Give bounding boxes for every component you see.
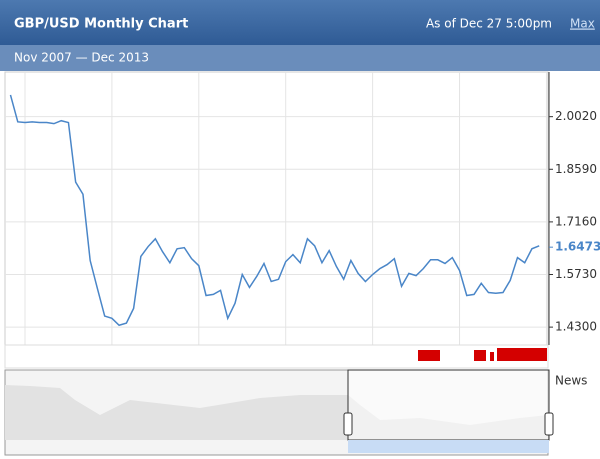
price-line [9, 94, 540, 327]
chart-title: GBP/USD Monthly Chart [14, 17, 188, 32]
navigator-handle[interactable] [343, 412, 353, 436]
header-bar [0, 0, 600, 45]
news-label: News [555, 374, 587, 388]
y-tick-label: 1.7160 [555, 214, 597, 228]
y-tick-label: 2.0020 [555, 109, 597, 123]
navigator-handle[interactable] [544, 412, 554, 436]
news-row [4, 344, 549, 369]
y-tick-label: 1.8590 [555, 162, 597, 176]
navigator-selection[interactable] [347, 369, 550, 441]
subheader-bar [0, 45, 600, 71]
plot-area [4, 71, 549, 346]
current-value-label: 1.6473 [555, 240, 600, 254]
subtitle: Nov 2007 — Dec 2013 [14, 51, 149, 65]
as-of: As of Dec 27 5:00pm [426, 17, 552, 31]
navigator-scrollbar[interactable] [348, 440, 549, 453]
news-markers [418, 348, 547, 361]
zoom-max[interactable]: Max [570, 17, 595, 31]
y-tick-label: 1.5730 [555, 267, 597, 281]
y-tick-label: 1.4300 [555, 320, 597, 334]
